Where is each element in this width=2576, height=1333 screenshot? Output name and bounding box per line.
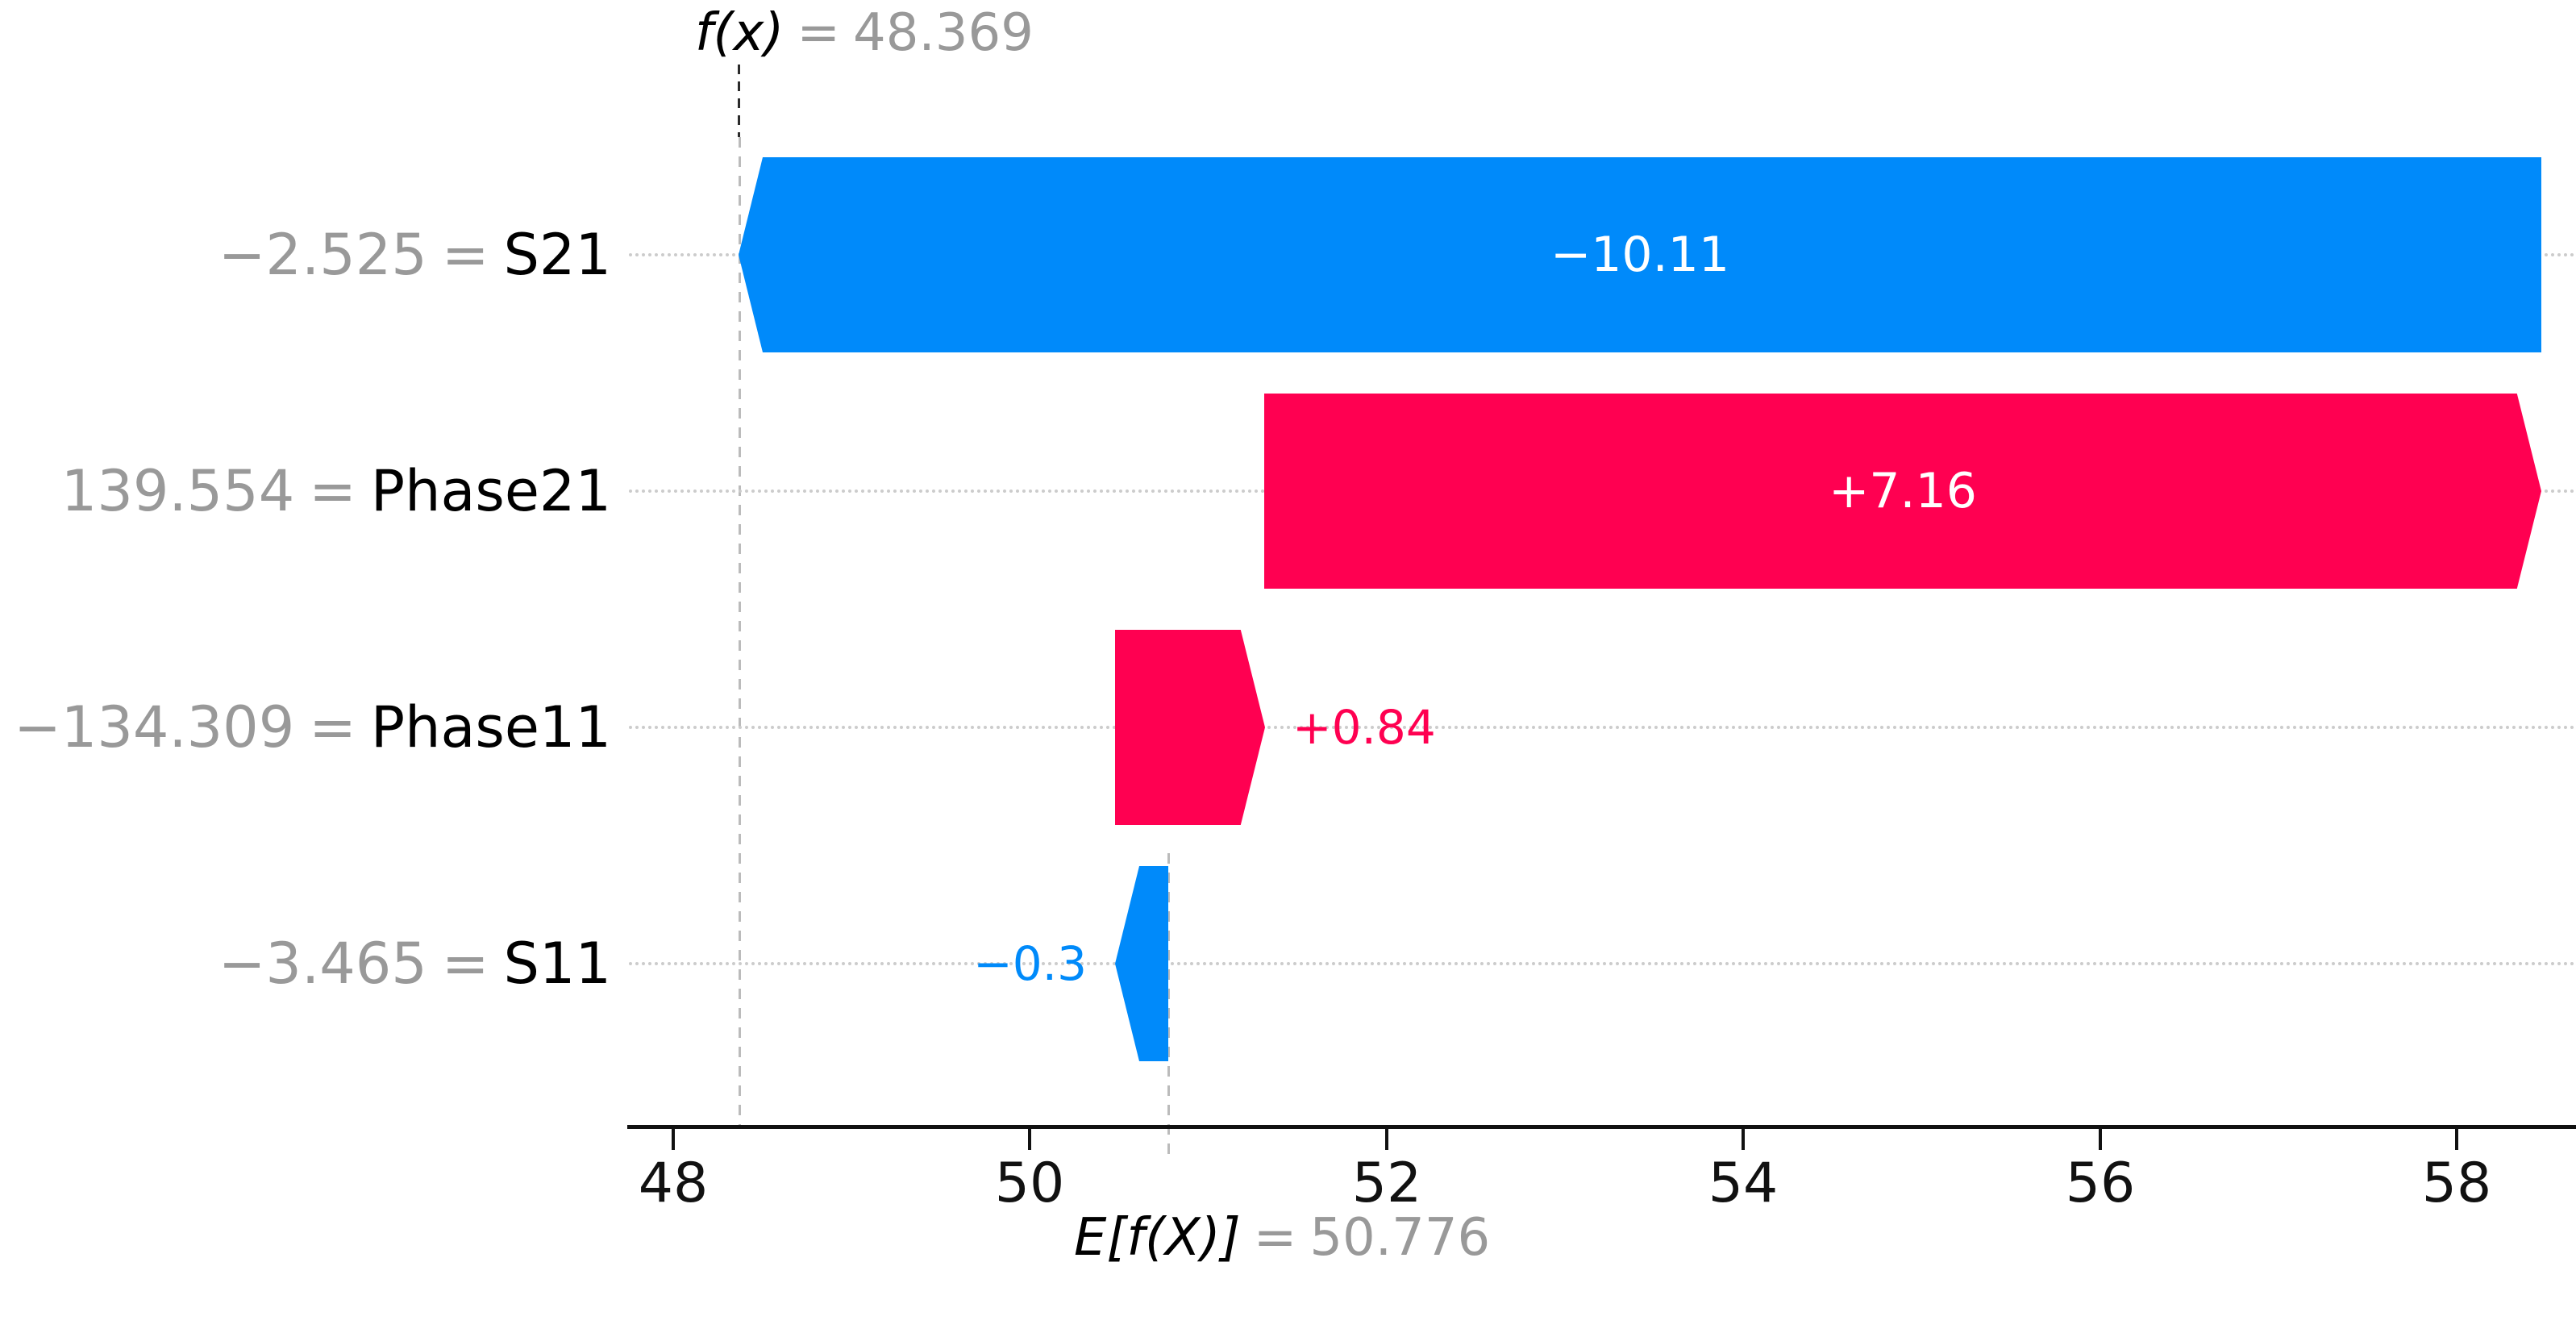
- fx-annotation: f(x) = 48.369: [695, 3, 1034, 63]
- ef-label: E[f(X)]: [1074, 1208, 1241, 1268]
- equals-sign: =: [441, 222, 489, 288]
- row-guide: [629, 962, 2576, 965]
- feature-value: 139.554: [60, 458, 295, 524]
- shap-bar-negative: [1115, 866, 1168, 1061]
- x-tick-label: 56: [2065, 1152, 2136, 1215]
- ef-dashed-line: [1167, 853, 1170, 1155]
- ef-annotation: E[f(X)] = 50.776: [1074, 1208, 1490, 1268]
- fx-equals-sign: =: [797, 3, 840, 63]
- x-tick-mark: [2455, 1127, 2458, 1150]
- row-label: −134.309 = Phase11: [0, 683, 611, 772]
- feature-value: −3.465: [218, 931, 427, 997]
- equals-sign: =: [441, 931, 489, 997]
- ef-equals-sign: =: [1253, 1208, 1297, 1268]
- bar-value-label: −0.3: [973, 936, 1087, 991]
- x-tick-mark: [672, 1127, 675, 1150]
- x-tick-label: 48: [638, 1152, 709, 1215]
- feature-value: −134.309: [14, 694, 295, 760]
- bar-value-label: −10.11: [1550, 227, 1730, 283]
- x-tick-mark: [1742, 1127, 1745, 1150]
- shap-bar-positive: [1264, 394, 2541, 589]
- feature-name: Phase21: [370, 458, 611, 524]
- row-label: −3.465 = S11: [0, 919, 611, 1008]
- x-tick-label: 52: [1351, 1152, 1422, 1215]
- shap-bar-negative: [739, 157, 2541, 352]
- feature-name: S11: [503, 931, 611, 997]
- x-tick-label: 54: [1708, 1152, 1779, 1215]
- bar-value-label: +7.16: [1829, 463, 1977, 519]
- fx-label: f(x): [695, 3, 784, 63]
- bar-value-label: +0.84: [1292, 700, 1436, 755]
- x-axis-line: [627, 1125, 2576, 1129]
- fx-dashed-line: [739, 137, 741, 1125]
- x-tick-label: 50: [994, 1152, 1065, 1215]
- equals-sign: =: [309, 694, 356, 760]
- row-label: −2.525 = S21: [0, 210, 611, 299]
- shap-bar-positive: [1115, 630, 1265, 825]
- x-tick-mark: [2099, 1127, 2102, 1150]
- feature-name: S21: [503, 222, 611, 288]
- ef-value: 50.776: [1309, 1208, 1491, 1268]
- x-tick-label: 58: [2421, 1152, 2492, 1215]
- feature-value: −2.525: [218, 222, 427, 288]
- feature-name: Phase11: [370, 694, 611, 760]
- x-tick-mark: [1028, 1127, 1031, 1150]
- row-label: 139.554 = Phase21: [0, 447, 611, 535]
- equals-sign: =: [309, 458, 356, 524]
- x-tick-mark: [1385, 1127, 1388, 1150]
- fx-connector-dash: [738, 65, 740, 137]
- fx-value: 48.369: [852, 3, 1034, 63]
- row-guide: [629, 726, 2576, 729]
